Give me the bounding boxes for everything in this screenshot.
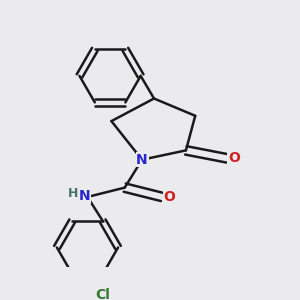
Text: O: O — [164, 190, 175, 204]
Text: O: O — [228, 152, 240, 165]
Text: N: N — [136, 153, 148, 167]
Text: Cl: Cl — [95, 288, 110, 300]
Text: N: N — [79, 189, 91, 203]
Text: H: H — [68, 187, 78, 200]
